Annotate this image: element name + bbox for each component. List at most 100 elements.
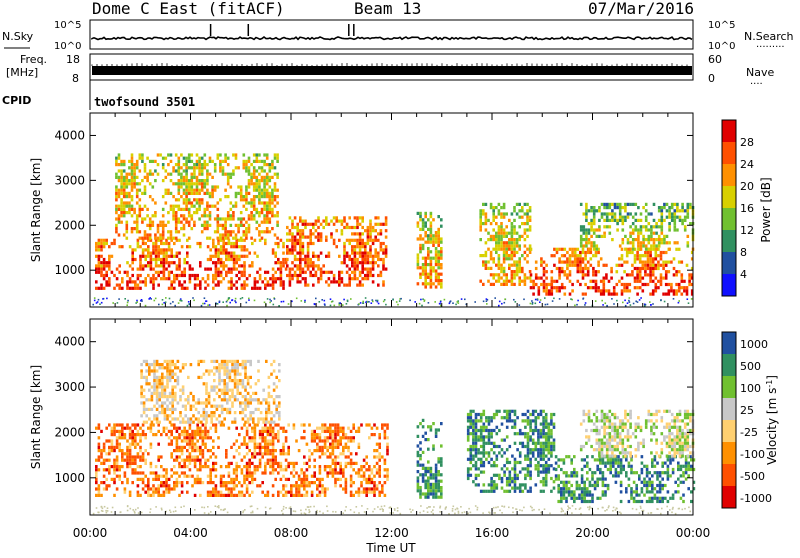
echo-cell bbox=[319, 491, 322, 494]
echo-cell bbox=[351, 252, 354, 255]
echo-cell bbox=[242, 395, 245, 398]
echo-cell bbox=[644, 254, 647, 257]
echo-cell bbox=[204, 423, 207, 426]
echo-cell bbox=[111, 446, 114, 449]
echo-cell bbox=[319, 481, 322, 484]
echo-cell bbox=[495, 238, 498, 241]
echo-cell bbox=[222, 423, 225, 426]
echo-cell bbox=[176, 439, 179, 442]
echo-cell bbox=[686, 289, 689, 292]
echo-cell bbox=[337, 471, 340, 474]
echo-cell bbox=[293, 475, 296, 478]
echo-cell bbox=[275, 405, 278, 408]
echo-cell bbox=[378, 443, 381, 446]
echo-cell bbox=[229, 398, 232, 401]
echo-cell bbox=[199, 264, 202, 267]
echo-cell bbox=[196, 176, 199, 179]
echo-cell bbox=[171, 411, 174, 414]
scatter-cell bbox=[362, 302, 364, 304]
echo-cell bbox=[673, 293, 676, 296]
echo-cell bbox=[354, 277, 357, 280]
echo-cell bbox=[503, 212, 506, 215]
echo-cell bbox=[663, 203, 666, 206]
echo-cell bbox=[371, 427, 374, 430]
echo-cell bbox=[217, 494, 220, 497]
echo-cell bbox=[216, 405, 219, 408]
echo-cell bbox=[307, 255, 310, 258]
echo-cell bbox=[304, 226, 307, 229]
echo-cell bbox=[105, 452, 108, 455]
echo-cell bbox=[154, 237, 157, 240]
echo-cell bbox=[440, 253, 443, 256]
echo-cell bbox=[98, 258, 101, 261]
echo-cell bbox=[355, 491, 358, 494]
echo-cell bbox=[386, 423, 389, 426]
echo-cell bbox=[595, 273, 598, 276]
echo-cell bbox=[123, 214, 126, 217]
echo-cell bbox=[343, 248, 346, 251]
echo-cell bbox=[103, 261, 106, 264]
echo-cell bbox=[170, 455, 173, 458]
echo-cell bbox=[269, 230, 272, 233]
echo-cell bbox=[183, 169, 186, 172]
echo-cell bbox=[294, 245, 297, 248]
echo-cell bbox=[670, 261, 673, 264]
echo-cell bbox=[186, 443, 189, 446]
echo-cell bbox=[558, 273, 561, 276]
echo-cell bbox=[351, 264, 354, 267]
echo-cell bbox=[194, 274, 197, 277]
scatter-cell bbox=[270, 300, 272, 302]
echo-cell bbox=[187, 417, 190, 420]
echo-cell bbox=[513, 270, 516, 273]
echo-cell bbox=[126, 182, 129, 185]
echo-cell bbox=[196, 427, 199, 430]
echo-cell bbox=[582, 261, 585, 264]
echo-cell bbox=[227, 176, 230, 179]
echo-cell bbox=[222, 494, 225, 497]
echo-cell bbox=[164, 417, 167, 420]
echo-cell bbox=[142, 248, 145, 251]
echo-cell bbox=[256, 227, 259, 230]
echo-cell bbox=[329, 446, 332, 449]
echo-cell bbox=[174, 408, 177, 411]
echo-cell bbox=[498, 276, 501, 279]
echo-cell bbox=[155, 471, 158, 474]
echo-cell bbox=[653, 241, 656, 244]
echo-cell bbox=[230, 284, 233, 287]
echo-cell bbox=[564, 261, 567, 264]
echo-cell bbox=[160, 494, 163, 497]
echo-cell bbox=[356, 239, 359, 242]
echo-cell bbox=[103, 443, 106, 446]
echo-cell bbox=[95, 287, 98, 290]
echo-cell bbox=[661, 228, 664, 231]
echo-cell bbox=[256, 271, 259, 274]
echo-cell bbox=[236, 398, 239, 401]
echo-cell bbox=[134, 468, 137, 471]
echo-cell bbox=[566, 267, 569, 270]
echo-cell bbox=[239, 392, 242, 395]
scatter-cell bbox=[204, 303, 206, 305]
echo-cell bbox=[368, 465, 371, 468]
echo-cell bbox=[571, 283, 574, 286]
echo-cell bbox=[592, 280, 595, 283]
echo-cell bbox=[424, 279, 427, 282]
echo-cell bbox=[166, 373, 169, 376]
echo-cell bbox=[152, 280, 155, 283]
echo-cell bbox=[261, 427, 264, 430]
echo-cell bbox=[191, 274, 194, 277]
echo-cell bbox=[358, 427, 361, 430]
echo-cell bbox=[227, 157, 230, 160]
echo-cell bbox=[170, 487, 173, 490]
echo-cell bbox=[345, 455, 348, 458]
echo-cell bbox=[624, 206, 627, 209]
echo-cell bbox=[143, 421, 146, 424]
scatter-cell bbox=[613, 303, 615, 305]
echo-cell bbox=[252, 417, 255, 420]
echo-cell bbox=[243, 163, 246, 166]
echo-cell bbox=[241, 443, 244, 446]
echo-cell bbox=[158, 382, 161, 385]
echo-cell bbox=[201, 179, 204, 182]
echo-cell bbox=[430, 266, 433, 269]
echo-cell bbox=[246, 487, 249, 490]
echo-cell bbox=[359, 248, 362, 251]
